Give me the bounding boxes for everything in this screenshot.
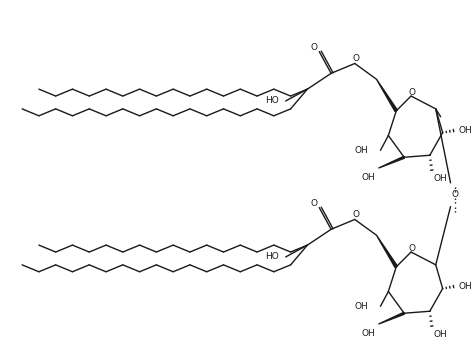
Polygon shape — [379, 312, 405, 324]
Text: OH: OH — [355, 302, 369, 311]
Text: O: O — [311, 43, 318, 52]
Text: OH: OH — [362, 173, 376, 182]
Text: O: O — [311, 199, 318, 208]
Polygon shape — [379, 156, 405, 168]
Text: OH: OH — [458, 282, 472, 291]
Text: O: O — [352, 54, 359, 63]
Polygon shape — [377, 235, 398, 268]
Text: OH: OH — [458, 126, 472, 135]
Text: OH: OH — [362, 329, 376, 338]
Text: O: O — [352, 210, 359, 219]
Text: OH: OH — [434, 174, 447, 183]
Text: HO: HO — [265, 252, 279, 262]
Text: OH: OH — [355, 146, 369, 155]
Polygon shape — [377, 79, 398, 112]
Text: OH: OH — [434, 330, 447, 339]
Text: O: O — [408, 88, 416, 97]
Text: O: O — [408, 244, 416, 252]
Text: O: O — [452, 190, 459, 199]
Text: HO: HO — [265, 96, 279, 106]
